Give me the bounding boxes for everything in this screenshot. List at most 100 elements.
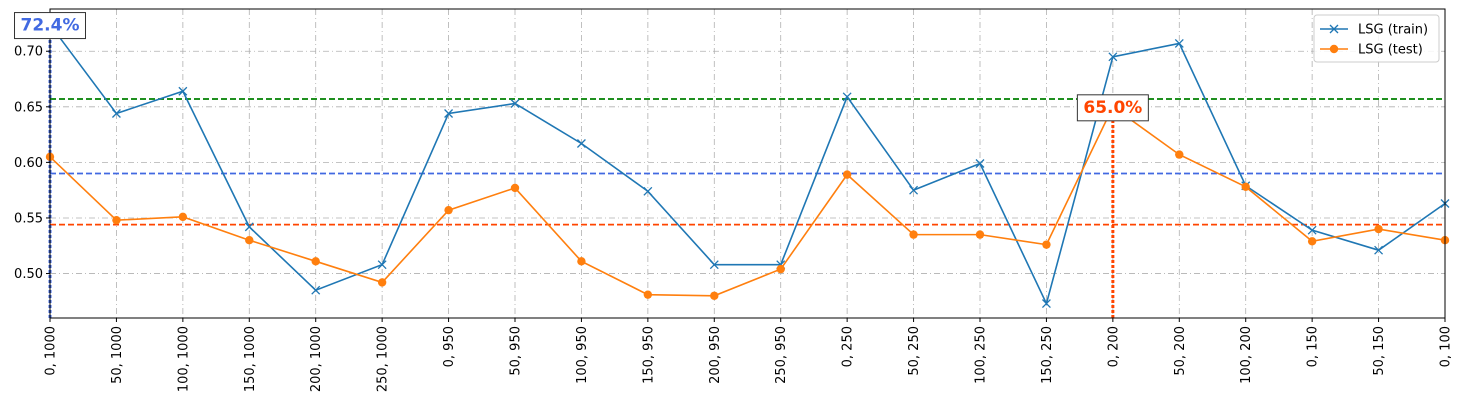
test-point: [710, 291, 719, 300]
test-point: [1241, 182, 1250, 192]
legend-marker: [1329, 24, 1339, 34]
train-point: [975, 159, 985, 168]
test-point: [112, 215, 121, 225]
x-tick-label: 100, 950: [575, 326, 590, 384]
x-tick-label: 50, 1000: [110, 326, 125, 384]
grid: [49, 9, 1446, 318]
legend-entry: LSG (test): [1320, 43, 1423, 58]
train-point: [178, 86, 188, 96]
test-point: [311, 257, 320, 266]
annotation-box: [14, 12, 86, 40]
test-point: [510, 183, 520, 193]
train-point: [1108, 52, 1118, 62]
marker-stroke: [178, 86, 188, 96]
train-point: [842, 92, 852, 102]
x-tick-label: 0, 1000: [44, 326, 59, 376]
x-tick-label: 250, 950: [774, 326, 789, 384]
x-tick-label: 50, 950: [509, 326, 524, 376]
x-tick-label: 200, 1000: [309, 326, 324, 392]
train-point: [909, 185, 919, 195]
test-point: [178, 212, 188, 222]
test-point: [245, 235, 254, 245]
train-point: [1041, 299, 1051, 309]
series-line-2: [49, 105, 1446, 297]
train-point: [1307, 225, 1317, 235]
test-point: [377, 278, 387, 287]
train-point: [576, 139, 586, 148]
x-tick-label: 250, 1000: [376, 326, 391, 392]
x-tick-label: 200, 950: [708, 326, 723, 384]
marker-stroke: [510, 99, 520, 108]
test-point: [1374, 224, 1383, 234]
value-annotation: 72.4%: [14, 12, 86, 40]
marker-stroke: [444, 109, 454, 118]
train-point: [111, 109, 121, 118]
reference-lines: [50, 98, 1445, 226]
y-tick-label: 0.70: [14, 45, 43, 60]
x-axis: 0, 1000 50, 1000 100, 1000 150, 1000 200, 10…: [44, 318, 1454, 392]
marker-stroke: [842, 92, 852, 102]
value-annotation: 65.0%: [1076, 94, 1149, 122]
legend-label: LSG (train): [1358, 23, 1428, 38]
plot-frame: [49, 8, 1446, 319]
series-line-1: [49, 24, 1446, 306]
train-point: [709, 260, 719, 270]
legend-label: LSG (test): [1358, 43, 1423, 58]
test-point: [444, 205, 453, 215]
x-tick-label: 50, 150: [1372, 326, 1387, 376]
train-point: [1374, 245, 1384, 255]
test-point: [643, 290, 653, 299]
x-tick-label: 100, 200: [1239, 326, 1254, 384]
legend-marker: [1329, 44, 1339, 54]
marker-stroke: [1041, 299, 1051, 309]
train-point: [377, 260, 387, 270]
marker-stroke: [709, 260, 719, 270]
x-tick-label: 150, 250: [1040, 326, 1055, 384]
annotation-label: 65.0%: [1083, 98, 1142, 118]
x-tick-label: 50, 200: [1173, 326, 1188, 376]
train-point: [643, 186, 653, 196]
y-tick-label: 0.50: [14, 267, 43, 282]
y-tick-label: 0.65: [14, 100, 43, 115]
train-point: [311, 285, 321, 295]
y-tick-label: 0.55: [14, 211, 43, 226]
marker-stroke: [377, 260, 387, 270]
x-tick-label: 100, 250: [974, 326, 989, 384]
marker-stroke: [1108, 52, 1118, 62]
train-point: [444, 109, 454, 118]
x-tick-label: 0, 200: [1106, 326, 1121, 367]
marker-stroke: [244, 222, 254, 232]
marker-stroke: [1374, 245, 1384, 255]
marker-stroke: [909, 185, 919, 195]
test-point: [1175, 150, 1184, 159]
marker-stroke: [311, 285, 321, 295]
series-group: [45, 20, 1450, 309]
x-tick-label: 0, 150: [1306, 326, 1321, 367]
x-tick-label: 50, 250: [907, 326, 922, 376]
x-tick-label: 100, 1000: [176, 326, 191, 392]
x-tick-label: 0, 250: [841, 326, 856, 367]
annotations: 72.4% 65.0%: [14, 12, 1149, 122]
train-point: [1174, 38, 1184, 48]
marker-stroke: [643, 186, 653, 196]
marker-stroke: [1174, 38, 1184, 48]
y-axis: 0.50 0.55 0.60 0.65 0.70: [14, 45, 50, 282]
legend-entry: LSG (train): [1320, 23, 1428, 38]
marker-stroke: [111, 109, 121, 118]
legend-box: [1313, 14, 1440, 63]
x-tick-label: 0, 950: [442, 326, 457, 367]
marker-stroke: [975, 159, 985, 168]
test-point: [1042, 240, 1051, 249]
test-point: [842, 170, 852, 179]
test-point: [909, 230, 918, 239]
annotation-label: 72.4%: [21, 16, 80, 36]
test-point: [577, 257, 586, 266]
x-tick-label: 0, 100: [1439, 326, 1454, 367]
test-point: [776, 264, 785, 274]
test-point: [1307, 237, 1317, 246]
y-tick-label: 0.60: [14, 156, 43, 171]
marker-stroke: [1307, 225, 1317, 235]
x-tick-label: 150, 1000: [243, 326, 258, 392]
marker-stroke: [576, 139, 586, 148]
